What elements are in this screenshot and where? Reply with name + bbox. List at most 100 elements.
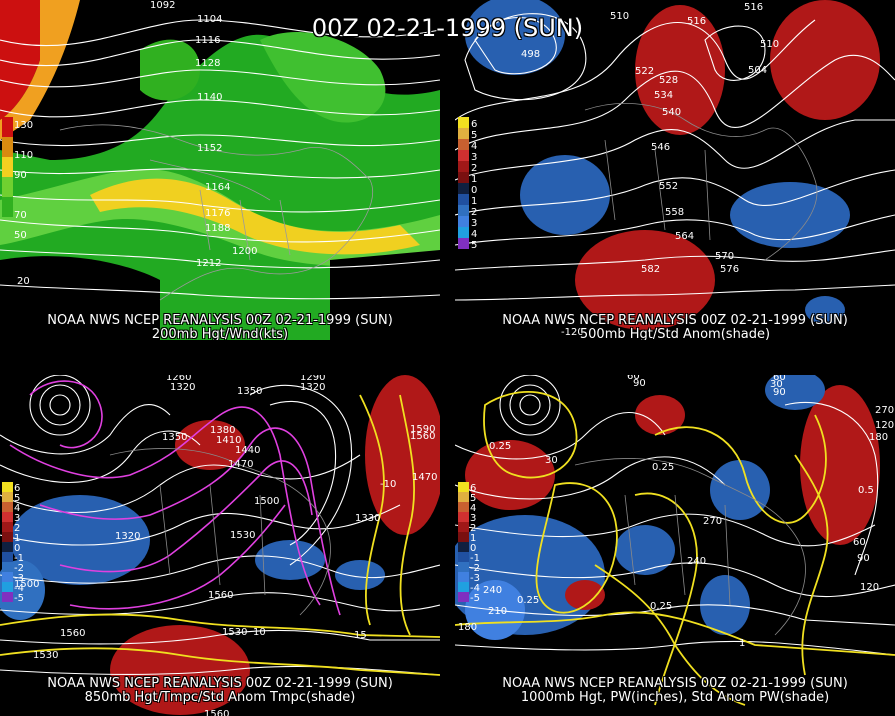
contour-label: 504 bbox=[748, 65, 768, 76]
legend-swatch bbox=[458, 150, 469, 161]
contour-label: 0.25 bbox=[652, 462, 675, 473]
contour-label: 1470 bbox=[228, 459, 254, 470]
caption-line1: NOAA NWS NCEP REANALYSIS 00Z 02-21-1999 … bbox=[47, 676, 393, 691]
legend-swatch bbox=[2, 137, 13, 157]
panel-850mb: 6 5 4 3 2 1 0 -1 -2 -3 -4 -5 1260 1320 1… bbox=[0, 375, 440, 716]
contour-label: 1530 bbox=[230, 530, 256, 541]
contour-label: 1410 bbox=[216, 435, 242, 446]
legend-swatch bbox=[458, 216, 469, 227]
contour-label: -10 bbox=[380, 479, 397, 490]
legend-swatch bbox=[2, 512, 13, 522]
contour-label: 90 bbox=[773, 387, 786, 398]
contour-label: 528 bbox=[659, 75, 679, 86]
legend-label: 3 bbox=[471, 152, 478, 163]
legend-swatch bbox=[458, 205, 469, 216]
main-title: 00Z 02-21-1999 (SUN) bbox=[311, 14, 584, 42]
legend-label: 1 bbox=[471, 174, 478, 185]
legend-label: 1 bbox=[470, 533, 477, 544]
caption-200mb: NOAA NWS NCEP REANALYSIS 00Z 02-21-1999 … bbox=[0, 313, 440, 341]
legend-swatch bbox=[2, 552, 13, 562]
contour-label: 1560 bbox=[60, 628, 86, 639]
legend-swatch bbox=[2, 197, 13, 217]
legend-label: 50 bbox=[14, 230, 27, 241]
contour-label: 1260 bbox=[166, 375, 192, 383]
panel-200mb-map bbox=[0, 0, 440, 340]
contour-label: 0.5 bbox=[858, 485, 874, 496]
legend-label: 2 bbox=[471, 163, 478, 174]
legend-swatch bbox=[2, 117, 13, 137]
contour-label: 1116 bbox=[195, 35, 221, 46]
contour-label: 558 bbox=[665, 207, 685, 218]
legend-swatch bbox=[2, 572, 13, 582]
contour-label: 1500 bbox=[14, 579, 40, 590]
contour-label: 270 bbox=[703, 516, 723, 527]
legend-label: 4 bbox=[471, 141, 478, 152]
contour-label: 1330 bbox=[355, 513, 381, 524]
contour-label: 1320 bbox=[170, 382, 196, 393]
legend-swatch bbox=[458, 562, 469, 572]
legend-label: -4 bbox=[14, 583, 24, 594]
contour-label: 0.25 bbox=[489, 441, 512, 452]
contour-label: 1380 bbox=[210, 425, 236, 436]
contour-label: 564 bbox=[675, 231, 695, 242]
legend-swatch bbox=[458, 183, 469, 194]
contour-label: 1176 bbox=[205, 208, 231, 219]
contour-label: 270 bbox=[875, 405, 895, 416]
legend-swatch bbox=[458, 502, 469, 512]
caption-500mb: NOAA NWS NCEP REANALYSIS 00Z 02-21-1999 … bbox=[455, 314, 895, 341]
caption-line1: NOAA NWS NCEP REANALYSIS 00Z 02-21-1999 … bbox=[47, 313, 393, 328]
contour-label: 552 bbox=[659, 181, 679, 192]
contour-label: 1164 bbox=[205, 182, 231, 193]
legend-label: 4 bbox=[470, 503, 477, 514]
caption-1000mb: NOAA NWS NCEP REANALYSIS 00Z 02-21-1999 … bbox=[455, 677, 895, 705]
legend-label: 0 bbox=[14, 543, 21, 554]
contour-label: 1320 bbox=[300, 382, 326, 393]
legend-label: -3 bbox=[14, 573, 24, 584]
panel-500mb-map bbox=[455, 0, 895, 340]
legend-label: 4 bbox=[471, 229, 478, 240]
legend-label: 5 bbox=[14, 493, 21, 504]
contour-label: 540 bbox=[662, 107, 682, 118]
contour-label: 15 bbox=[354, 630, 367, 641]
contour-label: 120 bbox=[875, 420, 895, 431]
contour-label: 180 bbox=[458, 622, 478, 633]
legend-label: 70 bbox=[14, 210, 27, 221]
legend-label: 1 bbox=[14, 533, 21, 544]
caption-line2: 1000mb Hgt, PW(inches), Std Anom PW(shad… bbox=[520, 690, 830, 705]
legend-swatch bbox=[458, 227, 469, 238]
panel-1000mb: 6 5 4 3 2 1 0 -1 -2 -3 -4 -5 60 90 30 60… bbox=[455, 375, 895, 716]
contour-label: 90 bbox=[857, 553, 870, 564]
contour-label: 240 bbox=[687, 556, 707, 567]
contour-label: 1212 bbox=[196, 258, 222, 269]
contour-label: 20 bbox=[17, 276, 30, 287]
panel-850mb-map bbox=[0, 375, 440, 716]
legend-swatch bbox=[458, 542, 469, 552]
legend-swatch bbox=[2, 492, 13, 502]
contour-label: 240 bbox=[483, 585, 503, 596]
contour-label: 0.25 bbox=[650, 601, 673, 612]
legend-850mb bbox=[2, 482, 13, 602]
legend-label: -3 bbox=[470, 573, 480, 584]
contour-label: 1350 bbox=[162, 432, 188, 443]
caption-line1: NOAA NWS NCEP REANALYSIS 00Z 02-21-1999 … bbox=[502, 676, 848, 691]
legend-label: -5 bbox=[14, 593, 24, 604]
legend-label: 0 bbox=[470, 543, 477, 554]
legend-swatch bbox=[2, 532, 13, 542]
legend-swatch bbox=[458, 128, 469, 139]
legend-swatch bbox=[2, 482, 13, 492]
legend-label: 6 bbox=[471, 119, 478, 130]
legend-label: 2 bbox=[471, 207, 478, 218]
legend-swatch bbox=[458, 161, 469, 172]
contour-label: 30 bbox=[545, 455, 558, 466]
legend-swatch bbox=[458, 194, 469, 205]
contour-label: 180 bbox=[869, 432, 889, 443]
contour-label: 0.25 bbox=[517, 595, 540, 606]
contour-label: 1290 bbox=[300, 375, 326, 383]
legend-label: 90 bbox=[14, 170, 27, 181]
contour-label: 1350 bbox=[237, 386, 263, 397]
contour-label: 570 bbox=[715, 251, 735, 262]
contour-label: 510 bbox=[610, 11, 630, 22]
caption-line2: 850mb Hgt/Tmpc/Std Anom Tmpc(shade) bbox=[84, 690, 356, 705]
legend-swatch bbox=[458, 512, 469, 522]
panel-200mb: 130 110 90 70 50 1092 1104 1116 1128 114… bbox=[0, 0, 440, 340]
